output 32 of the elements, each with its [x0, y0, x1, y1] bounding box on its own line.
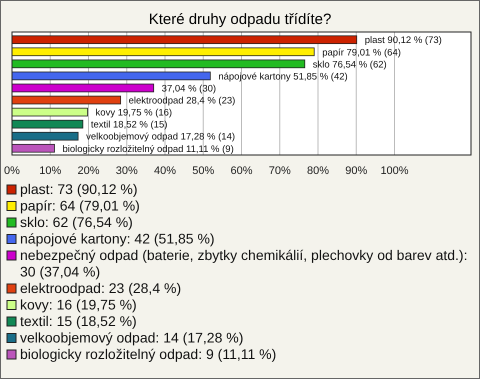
legend-label: textil: 15 (18,52 %)	[20, 313, 137, 329]
legend-label: papír: 64 (79,01 %)	[20, 198, 140, 214]
chart-title: Které druhy odpadu třídíte?	[148, 11, 332, 28]
x-tick-label: 0%	[4, 164, 20, 177]
x-tick-label: 80%	[306, 164, 330, 177]
legend-label: velkoobjemový odpad: 14 (17,28 %)	[20, 330, 244, 346]
x-tick-label: 100%	[380, 164, 409, 177]
x-tick-label: 50%	[192, 164, 214, 177]
legend-label: elektroodpad: 23 (28,4 %)	[20, 280, 182, 296]
legend-label: kovy: 16 (19,75 %)	[20, 296, 137, 312]
data-label: sklo 76,54 % (62)	[312, 59, 387, 70]
x-tick-label: 20%	[77, 164, 100, 177]
x-tick-label: 60%	[230, 164, 253, 177]
legend-label: nebezpečný odpad (baterie, zbytky chemikálií, plechovky od barev atd.): 30 (37,04 %)	[20, 247, 468, 280]
x-tick-label: 40%	[154, 164, 176, 177]
data-label: 37,04 % (30)	[162, 83, 216, 94]
data-label: elektroodpad 28,4 % (23)	[128, 96, 236, 107]
data-label: textil 18,52 % (15)	[90, 120, 168, 131]
x-tick-label: 70%	[268, 164, 291, 177]
data-label: biologicky rozložitelný odpad 11,11 % (9)	[62, 144, 234, 155]
data-label: nápojové kartony 51,85 % (42)	[218, 71, 348, 82]
legend-label: biologicky rozložitelný odpad: 9 (11,11 %)	[20, 346, 276, 362]
x-tick-label: 30%	[116, 164, 138, 177]
legend-label: plast: 73 (90,12 %)	[20, 181, 138, 197]
legend-label: sklo: 62 (76,54 %)	[20, 214, 133, 230]
legend-label: nápojové kartony: 42 (51,85 %)	[20, 230, 215, 246]
x-tick-label: 90%	[345, 164, 368, 177]
data-label: papír 79,01 % (64)	[322, 47, 401, 58]
data-label: velkoobjemový odpad 17,28 % (14)	[86, 132, 236, 143]
data-label: plast 90,12 % (73)	[364, 35, 442, 46]
data-label: kovy 19,75 % (16)	[96, 108, 172, 119]
x-tick-label: 10%	[39, 164, 62, 177]
